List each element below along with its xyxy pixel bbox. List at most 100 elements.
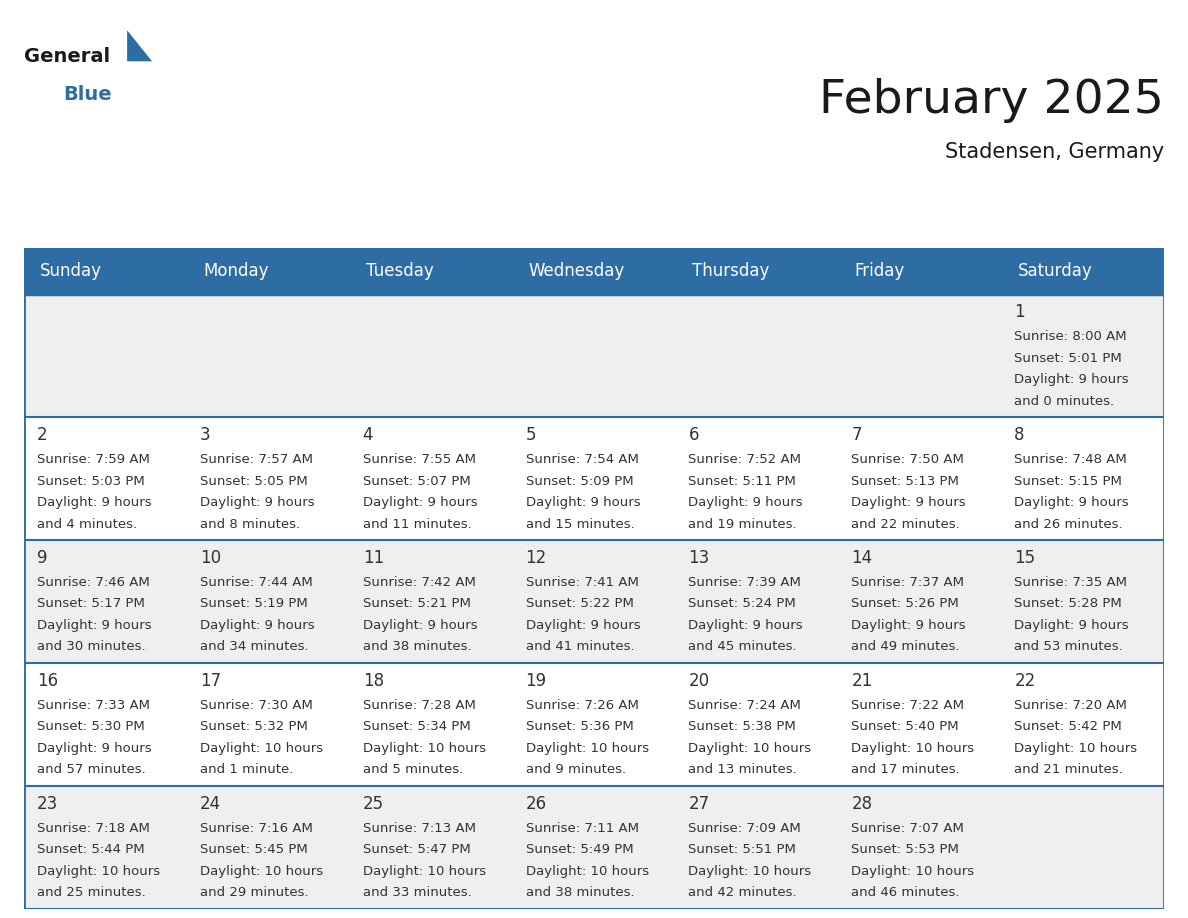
Text: 24: 24 — [200, 795, 221, 812]
Text: Sunset: 5:36 PM: Sunset: 5:36 PM — [525, 721, 633, 733]
Text: Sunrise: 7:09 AM: Sunrise: 7:09 AM — [689, 822, 801, 834]
Text: and 30 minutes.: and 30 minutes. — [37, 641, 145, 654]
Text: Daylight: 9 hours: Daylight: 9 hours — [852, 496, 966, 509]
Text: 14: 14 — [852, 549, 872, 566]
Text: 22: 22 — [1015, 672, 1036, 689]
Text: February 2025: February 2025 — [820, 78, 1164, 123]
Text: and 53 minutes.: and 53 minutes. — [1015, 641, 1123, 654]
Text: Daylight: 10 hours: Daylight: 10 hours — [689, 865, 811, 878]
Text: 20: 20 — [689, 672, 709, 689]
Text: Sunrise: 7:37 AM: Sunrise: 7:37 AM — [852, 576, 965, 588]
Text: 15: 15 — [1015, 549, 1036, 566]
Bar — [24, 295, 1164, 418]
Text: 13: 13 — [689, 549, 709, 566]
Bar — [24, 248, 1164, 295]
Text: Sunset: 5:32 PM: Sunset: 5:32 PM — [200, 721, 308, 733]
Text: Daylight: 9 hours: Daylight: 9 hours — [362, 619, 478, 632]
Text: Wednesday: Wednesday — [529, 263, 625, 280]
Text: Sunset: 5:38 PM: Sunset: 5:38 PM — [689, 721, 796, 733]
Text: Sunset: 5:44 PM: Sunset: 5:44 PM — [37, 843, 145, 856]
Text: and 34 minutes.: and 34 minutes. — [200, 641, 309, 654]
Text: and 49 minutes.: and 49 minutes. — [852, 641, 960, 654]
Text: Sunset: 5:13 PM: Sunset: 5:13 PM — [852, 475, 959, 487]
Text: Sunrise: 7:30 AM: Sunrise: 7:30 AM — [200, 699, 312, 711]
Text: Daylight: 10 hours: Daylight: 10 hours — [689, 742, 811, 755]
Text: Sunset: 5:42 PM: Sunset: 5:42 PM — [1015, 721, 1123, 733]
Text: Tuesday: Tuesday — [366, 263, 434, 280]
Text: and 4 minutes.: and 4 minutes. — [37, 518, 137, 531]
Text: Thursday: Thursday — [691, 263, 769, 280]
Text: 25: 25 — [362, 795, 384, 812]
Text: Sunrise: 7:11 AM: Sunrise: 7:11 AM — [525, 822, 639, 834]
Text: and 38 minutes.: and 38 minutes. — [525, 886, 634, 899]
Text: Sunset: 5:40 PM: Sunset: 5:40 PM — [852, 721, 959, 733]
Text: Blue: Blue — [63, 85, 112, 104]
Text: Sunrise: 7:55 AM: Sunrise: 7:55 AM — [362, 453, 475, 466]
Text: Daylight: 9 hours: Daylight: 9 hours — [1015, 374, 1129, 386]
Text: and 45 minutes.: and 45 minutes. — [689, 641, 797, 654]
Text: Daylight: 10 hours: Daylight: 10 hours — [525, 742, 649, 755]
Bar — [24, 663, 1164, 786]
Text: Sunset: 5:47 PM: Sunset: 5:47 PM — [362, 843, 470, 856]
Text: Sunset: 5:03 PM: Sunset: 5:03 PM — [37, 475, 145, 487]
Text: and 17 minutes.: and 17 minutes. — [852, 763, 960, 777]
Text: Sunrise: 7:22 AM: Sunrise: 7:22 AM — [852, 699, 965, 711]
Text: Daylight: 10 hours: Daylight: 10 hours — [362, 742, 486, 755]
Text: Daylight: 9 hours: Daylight: 9 hours — [362, 496, 478, 509]
Text: and 33 minutes.: and 33 minutes. — [362, 886, 472, 899]
Text: and 15 minutes.: and 15 minutes. — [525, 518, 634, 531]
Text: 21: 21 — [852, 672, 873, 689]
Text: 16: 16 — [37, 672, 58, 689]
Text: Daylight: 10 hours: Daylight: 10 hours — [852, 742, 974, 755]
Text: General: General — [24, 47, 109, 66]
Text: Sunrise: 7:26 AM: Sunrise: 7:26 AM — [525, 699, 638, 711]
Text: and 9 minutes.: and 9 minutes. — [525, 763, 626, 777]
Text: 11: 11 — [362, 549, 384, 566]
Text: Daylight: 9 hours: Daylight: 9 hours — [852, 619, 966, 632]
Text: and 22 minutes.: and 22 minutes. — [852, 518, 960, 531]
Text: 26: 26 — [525, 795, 546, 812]
Text: 4: 4 — [362, 426, 373, 444]
Text: Daylight: 9 hours: Daylight: 9 hours — [37, 619, 151, 632]
Text: Daylight: 9 hours: Daylight: 9 hours — [689, 619, 803, 632]
Text: Sunrise: 7:35 AM: Sunrise: 7:35 AM — [1015, 576, 1127, 588]
Text: Sunset: 5:17 PM: Sunset: 5:17 PM — [37, 598, 145, 610]
Text: and 29 minutes.: and 29 minutes. — [200, 886, 309, 899]
Text: Sunrise: 7:59 AM: Sunrise: 7:59 AM — [37, 453, 150, 466]
Text: Monday: Monday — [203, 263, 268, 280]
Text: 1: 1 — [1015, 303, 1025, 321]
Text: Daylight: 9 hours: Daylight: 9 hours — [1015, 619, 1129, 632]
Text: Sunrise: 7:50 AM: Sunrise: 7:50 AM — [852, 453, 965, 466]
Text: and 8 minutes.: and 8 minutes. — [200, 518, 299, 531]
Text: Sunrise: 7:57 AM: Sunrise: 7:57 AM — [200, 453, 312, 466]
Text: Sunset: 5:01 PM: Sunset: 5:01 PM — [1015, 352, 1123, 364]
Text: Sunset: 5:05 PM: Sunset: 5:05 PM — [200, 475, 308, 487]
Text: 6: 6 — [689, 426, 699, 444]
Text: Sunrise: 7:20 AM: Sunrise: 7:20 AM — [1015, 699, 1127, 711]
Text: Sunset: 5:15 PM: Sunset: 5:15 PM — [1015, 475, 1123, 487]
Text: and 19 minutes.: and 19 minutes. — [689, 518, 797, 531]
Text: Daylight: 10 hours: Daylight: 10 hours — [362, 865, 486, 878]
Text: and 46 minutes.: and 46 minutes. — [852, 886, 960, 899]
Text: Sunset: 5:24 PM: Sunset: 5:24 PM — [689, 598, 796, 610]
Text: 10: 10 — [200, 549, 221, 566]
Text: Sunset: 5:30 PM: Sunset: 5:30 PM — [37, 721, 145, 733]
Text: and 1 minute.: and 1 minute. — [200, 763, 293, 777]
Text: Daylight: 9 hours: Daylight: 9 hours — [525, 496, 640, 509]
Text: Sunrise: 7:28 AM: Sunrise: 7:28 AM — [362, 699, 475, 711]
Text: 2: 2 — [37, 426, 48, 444]
Text: and 5 minutes.: and 5 minutes. — [362, 763, 463, 777]
Text: Daylight: 9 hours: Daylight: 9 hours — [525, 619, 640, 632]
Text: Sunrise: 7:52 AM: Sunrise: 7:52 AM — [689, 453, 802, 466]
Text: 27: 27 — [689, 795, 709, 812]
Text: Sunrise: 7:42 AM: Sunrise: 7:42 AM — [362, 576, 475, 588]
Text: Sunday: Sunday — [40, 263, 102, 280]
Text: Daylight: 9 hours: Daylight: 9 hours — [200, 496, 315, 509]
Text: Sunset: 5:11 PM: Sunset: 5:11 PM — [689, 475, 796, 487]
Text: Sunset: 5:19 PM: Sunset: 5:19 PM — [200, 598, 308, 610]
Text: Sunrise: 7:16 AM: Sunrise: 7:16 AM — [200, 822, 312, 834]
Bar — [24, 418, 1164, 541]
Text: Daylight: 10 hours: Daylight: 10 hours — [852, 865, 974, 878]
Text: Sunset: 5:53 PM: Sunset: 5:53 PM — [852, 843, 959, 856]
Text: Friday: Friday — [854, 263, 905, 280]
